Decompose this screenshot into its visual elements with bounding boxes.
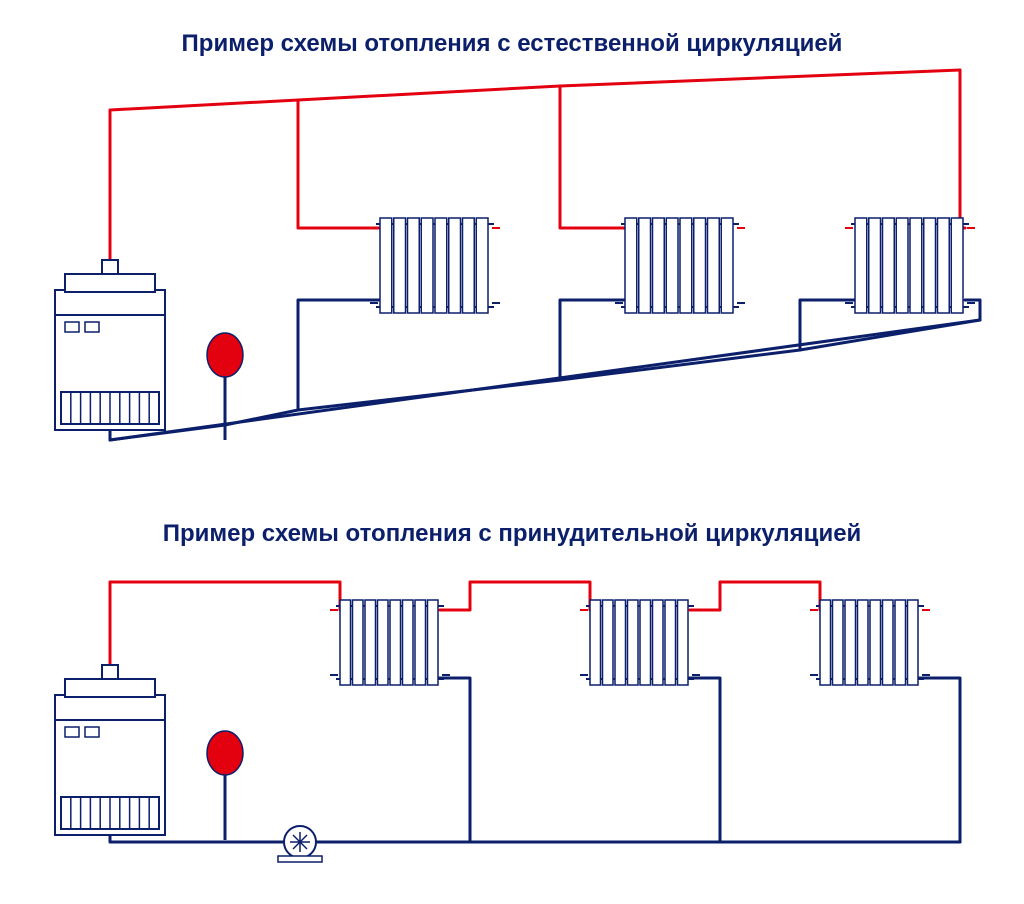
heating-diagram — [0, 0, 1024, 904]
